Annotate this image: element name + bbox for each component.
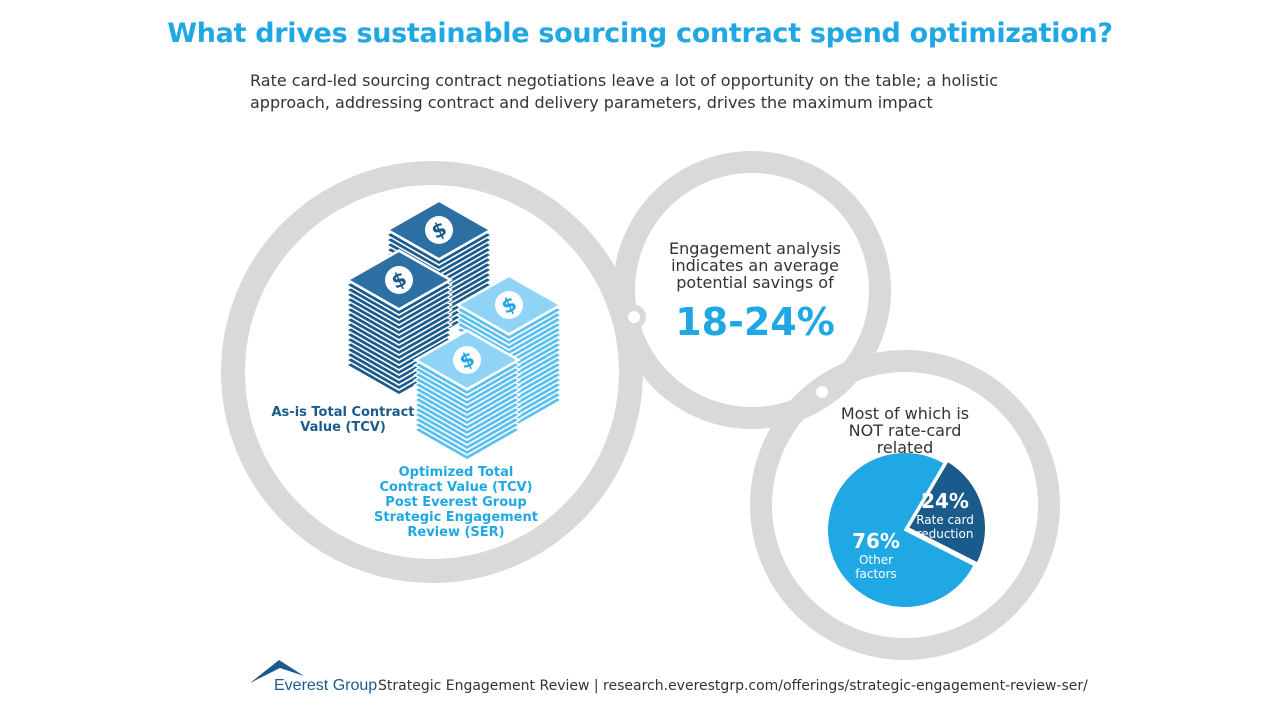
everest-logo-icon [250,660,304,683]
footer: Everest Group Strategic Engagement Revie… [250,661,1150,697]
pie-slice-rate-card [906,459,987,565]
dollar-coin-icon [425,216,453,244]
pie-label-rate-card-percent: 24% [921,489,969,513]
pie-slice-other-labels: 76% Other factors [838,529,914,581]
connector-dot-right-inner [816,386,828,398]
connector-dot-left-inner [628,311,640,323]
middle-ring [613,151,891,429]
optimized-money-stack-front: $ [413,329,521,461]
left-ring [221,161,643,583]
everest-group-logo-text: Everest Group [274,677,378,694]
asis-money-stack-back: $ [385,199,493,336]
pie-slice-rate-card-labels: 24% Rate card reduction [912,489,978,541]
dollar-coin-icon [495,291,523,319]
not-rate-card-text: Most of which is NOT rate-card related [840,404,970,457]
savings-pie-chart [826,451,987,609]
pie-label-other-percent: 76% [852,529,900,553]
optimized-money-stack-back: $ [455,274,563,431]
pie-label-rate-card-name: Rate card reduction [916,513,974,541]
pie-label-other-name: Other factors [855,553,897,581]
dollar-coin-icon [385,266,413,294]
asis-money-stack-front: $ [345,249,453,396]
footer-source-text: Strategic Engagement Review | research.e… [378,678,1088,694]
asis-tcv-label: As-is Total Contract Value (TCV) [271,405,415,435]
page-title: What drives sustainable sourcing contrac… [167,18,1113,49]
page-subtitle: Rate card-led sourcing contract negotiat… [250,71,999,112]
savings-range-value: 18-24% [675,300,835,344]
engagement-analysis-text: Engagement analysis indicates an average… [669,239,841,292]
optimized-tcv-label: Optimized Total Contract Value (TCV) Pos… [374,465,538,540]
pie-slice-other [826,451,976,609]
right-ring [750,350,1060,660]
dollar-coin-icon [453,346,481,374]
